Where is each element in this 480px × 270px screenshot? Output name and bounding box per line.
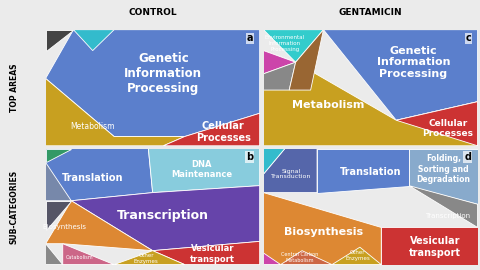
Polygon shape xyxy=(153,241,260,265)
Text: CONTROL: CONTROL xyxy=(128,8,177,17)
Polygon shape xyxy=(264,193,381,265)
Polygon shape xyxy=(73,30,114,50)
Polygon shape xyxy=(114,251,185,265)
Polygon shape xyxy=(46,79,185,146)
Polygon shape xyxy=(72,186,260,251)
Text: Biosynthesis: Biosynthesis xyxy=(43,224,87,231)
Polygon shape xyxy=(46,148,72,163)
Text: Metabolism: Metabolism xyxy=(291,100,364,110)
Polygon shape xyxy=(289,30,324,90)
Text: Other
Enzymes: Other Enzymes xyxy=(134,253,158,264)
Text: GENTAMICIN: GENTAMICIN xyxy=(339,8,402,17)
Text: d: d xyxy=(464,152,471,162)
Text: a: a xyxy=(247,33,253,43)
Text: DNA
Maintenance: DNA Maintenance xyxy=(171,160,232,179)
Polygon shape xyxy=(264,62,296,90)
Text: b: b xyxy=(246,152,253,162)
Text: Folding,
Sorting and
Degradation: Folding, Sorting and Degradation xyxy=(416,154,470,184)
Polygon shape xyxy=(63,244,114,265)
Text: Environmental
Information
Processing: Environmental Information Processing xyxy=(265,35,305,52)
Text: Vesicular
transport: Vesicular transport xyxy=(190,244,235,264)
Text: Cellular
Processes: Cellular Processes xyxy=(196,121,251,143)
Text: Translation: Translation xyxy=(340,167,401,177)
Polygon shape xyxy=(46,201,72,230)
Text: Vesicular
transport: Vesicular transport xyxy=(409,237,461,258)
Polygon shape xyxy=(381,227,478,265)
Polygon shape xyxy=(281,251,332,265)
Text: Transcription: Transcription xyxy=(425,213,470,219)
Polygon shape xyxy=(264,50,296,74)
Polygon shape xyxy=(332,247,381,265)
Polygon shape xyxy=(317,148,409,193)
Polygon shape xyxy=(46,201,153,251)
Text: c: c xyxy=(466,33,471,43)
Polygon shape xyxy=(46,163,72,201)
Polygon shape xyxy=(46,244,63,265)
Text: TOP AREAS: TOP AREAS xyxy=(10,63,19,112)
Polygon shape xyxy=(148,148,260,193)
Polygon shape xyxy=(264,30,324,62)
Polygon shape xyxy=(163,113,260,146)
Polygon shape xyxy=(409,186,478,227)
Text: Translation: Translation xyxy=(62,173,123,183)
Text: Central Carbon
Metabolism: Central Carbon Metabolism xyxy=(281,252,319,263)
Text: Other
Enzymes: Other Enzymes xyxy=(345,250,370,261)
Text: Transcription: Transcription xyxy=(117,209,209,222)
Polygon shape xyxy=(264,148,285,174)
Text: Metabolism: Metabolism xyxy=(71,122,115,131)
Polygon shape xyxy=(324,30,478,120)
Polygon shape xyxy=(396,102,478,146)
Polygon shape xyxy=(46,148,153,201)
Text: Catabolism: Catabolism xyxy=(66,255,94,260)
Polygon shape xyxy=(409,148,478,204)
Polygon shape xyxy=(264,148,317,193)
Polygon shape xyxy=(46,30,260,137)
Polygon shape xyxy=(46,30,73,50)
Text: Biosynthesis: Biosynthesis xyxy=(284,227,363,237)
Text: Signal
Transduction: Signal Transduction xyxy=(271,169,312,180)
Polygon shape xyxy=(264,50,478,146)
Text: SUB-CATEGORIES: SUB-CATEGORIES xyxy=(10,170,19,244)
Text: Cellular
Processes: Cellular Processes xyxy=(422,119,473,138)
Text: Genetic
Information
Processing: Genetic Information Processing xyxy=(124,52,203,95)
Polygon shape xyxy=(264,253,281,265)
Text: Genetic
Information
Processing: Genetic Information Processing xyxy=(377,46,450,79)
